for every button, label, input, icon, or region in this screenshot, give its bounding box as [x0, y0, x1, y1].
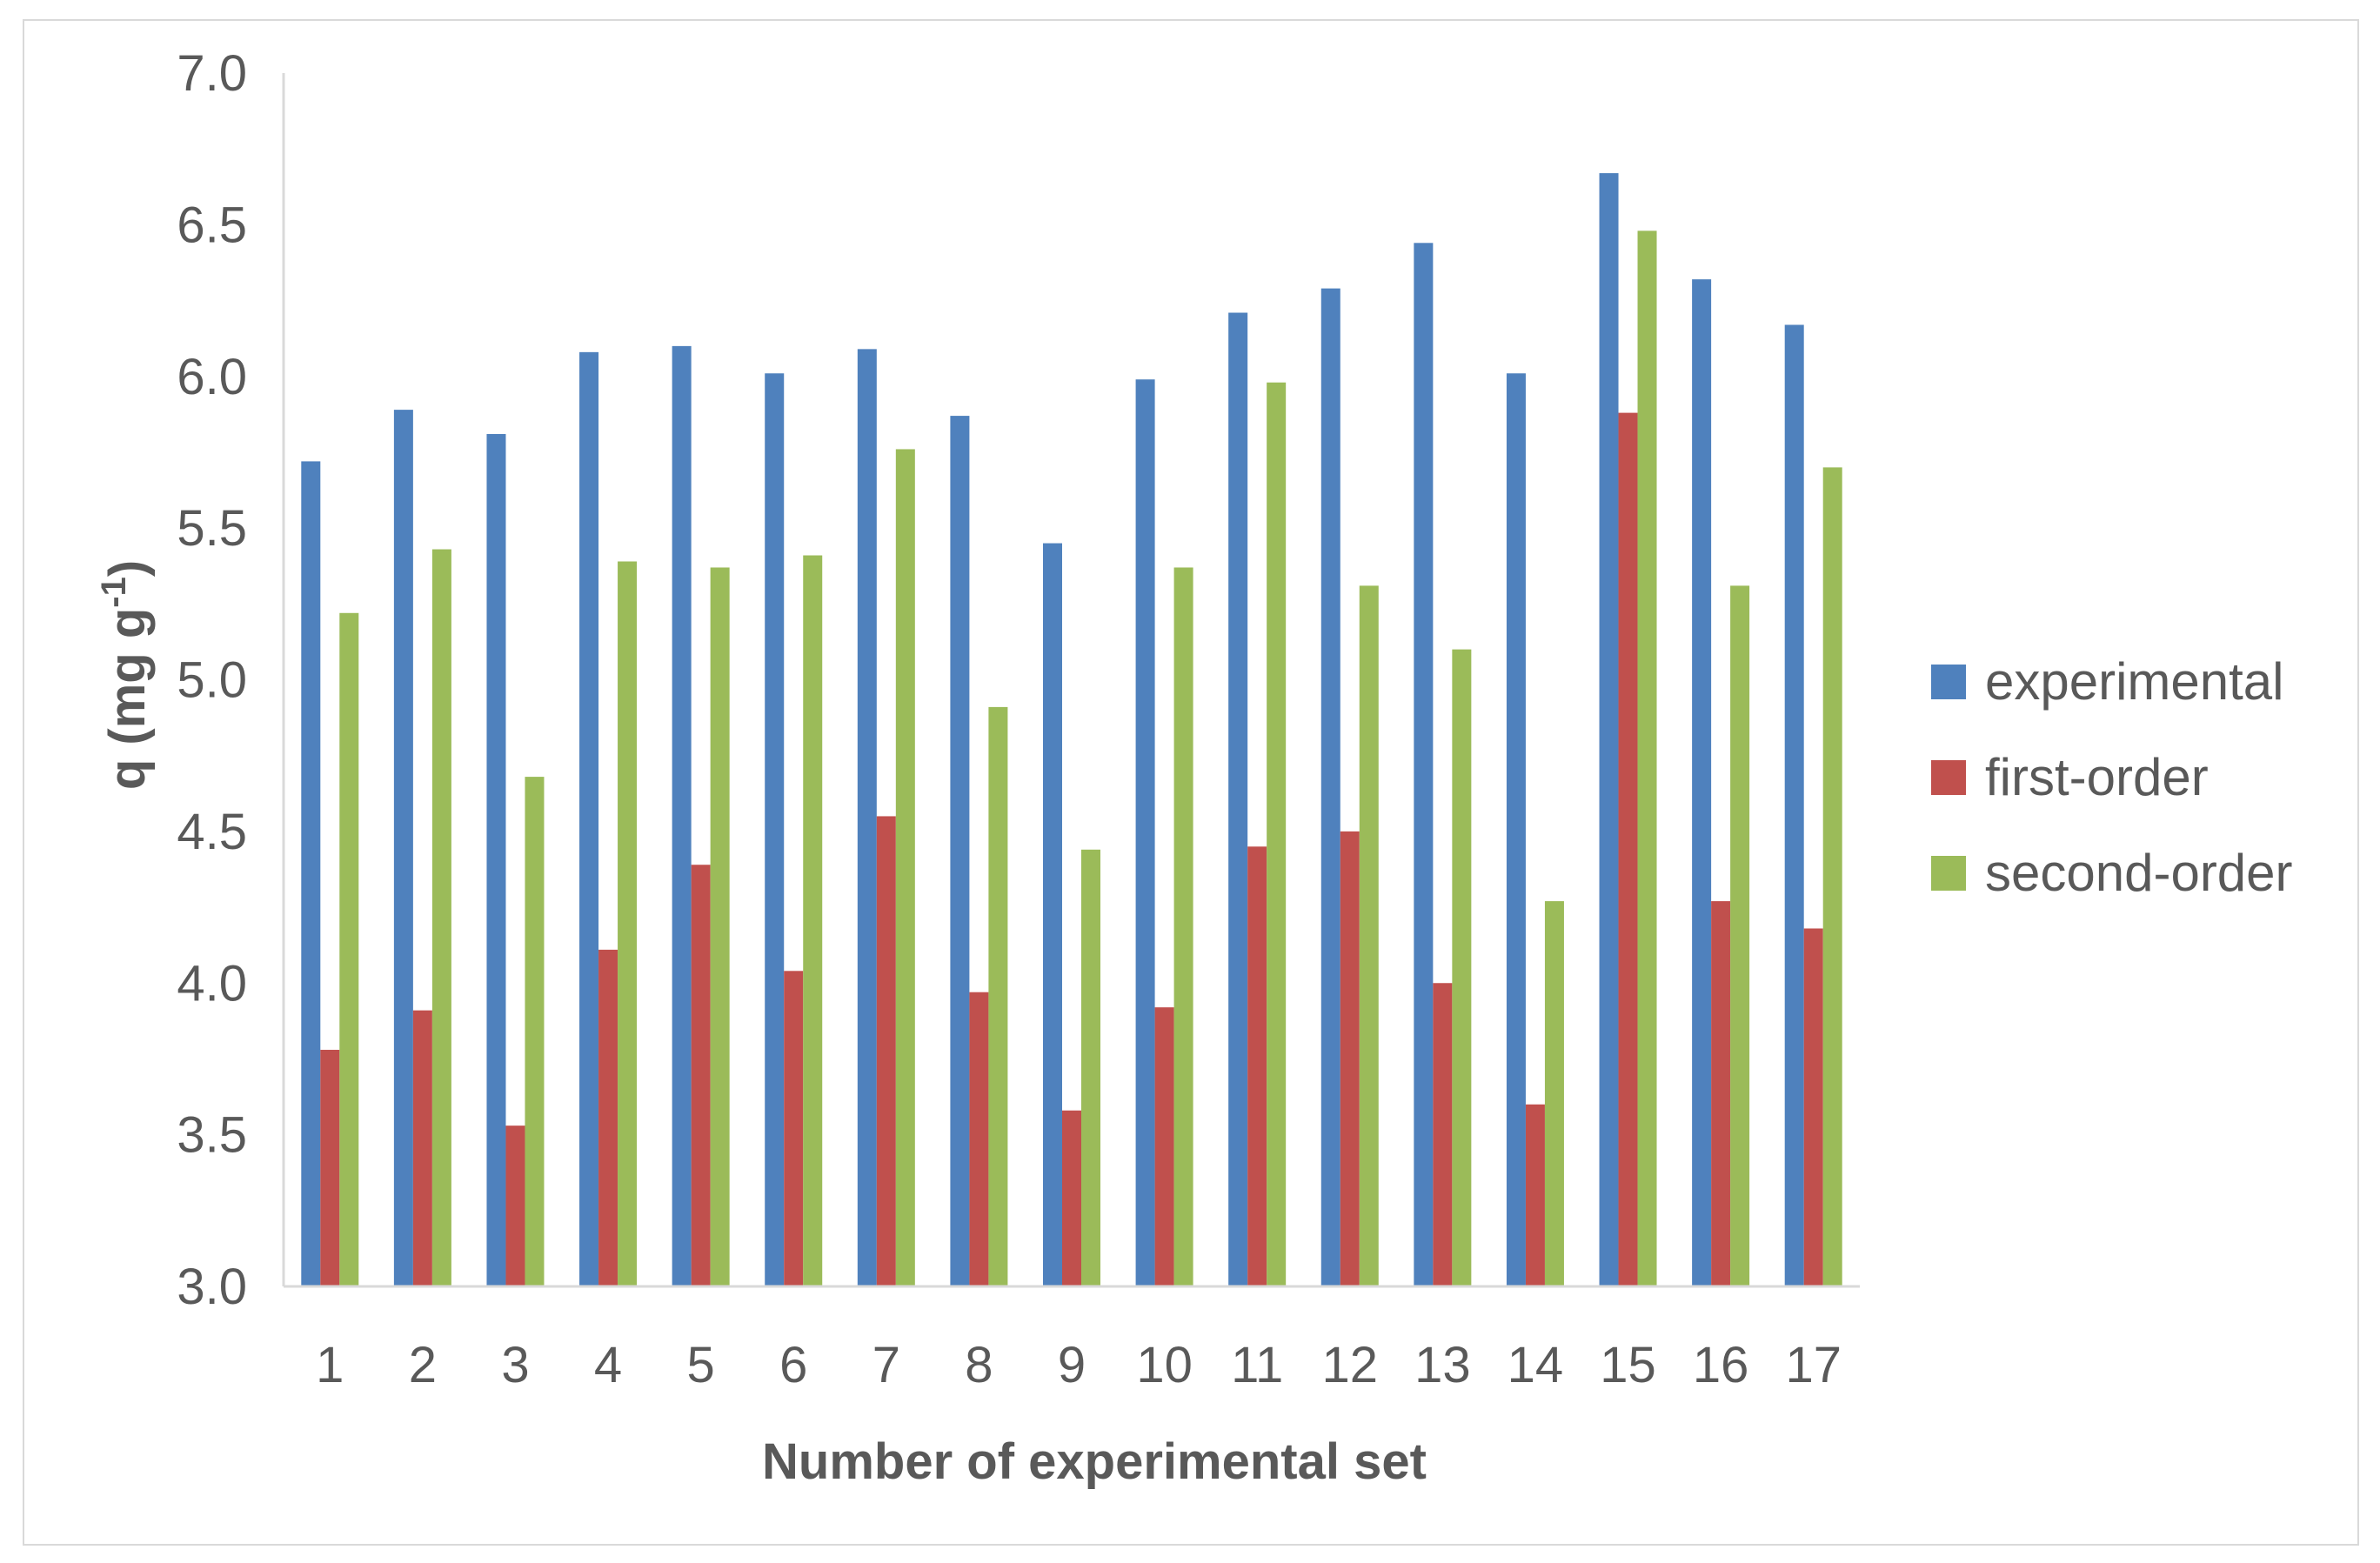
y-axis-title-superscript: -1 [95, 577, 133, 608]
bar-second-order-8 [988, 706, 1008, 1286]
bar-first-order-7 [876, 816, 896, 1286]
bar-first-order-8 [969, 992, 989, 1286]
bar-first-order-5 [691, 865, 711, 1286]
bar-experimental-15 [1599, 173, 1619, 1286]
y-axis-title-main: q (mg g [99, 608, 156, 790]
legend-swatch [1931, 856, 1966, 891]
bar-first-order-6 [784, 971, 804, 1286]
bar-experimental-5 [672, 345, 692, 1286]
y-tick-label: 5.5 [177, 500, 247, 557]
x-tick-label: 4 [594, 1337, 622, 1393]
bars [301, 173, 1842, 1287]
x-tick-label: 3 [501, 1337, 529, 1393]
y-tick-label: 5.0 [177, 652, 247, 709]
bar-second-order-16 [1730, 585, 1750, 1286]
bar-experimental-1 [301, 461, 321, 1286]
bar-second-order-15 [1637, 230, 1657, 1287]
bar-second-order-10 [1173, 567, 1193, 1286]
bar-first-order-9 [1062, 1110, 1081, 1286]
bar-experimental-6 [765, 373, 785, 1287]
x-tick-label: 15 [1600, 1337, 1656, 1393]
chart-frame: 3.0 3.5 4.0 4.5 5.0 5.5 6.0 6.5 7.0 1 2 3 4 5 6 7 8 9 10 1… [23, 19, 2359, 1546]
x-tick-label: 14 [1508, 1337, 1564, 1393]
x-tick-label: 13 [1414, 1337, 1471, 1393]
bar-first-order-17 [1803, 928, 1823, 1286]
bar-experimental-17 [1784, 324, 1804, 1286]
legend-label: experimental [1985, 652, 2284, 711]
bar-first-order-13 [1433, 983, 1453, 1286]
bar-second-order-3 [525, 777, 545, 1286]
bar-experimental-12 [1320, 288, 1340, 1286]
y-axis-title: q (mg g-1) [95, 560, 156, 790]
legend: experimental first-order second-order [1931, 652, 2293, 902]
legend-label: second-order [1985, 844, 2293, 902]
legend-label: first-order [1985, 748, 2209, 806]
x-tick-label: 7 [872, 1337, 900, 1393]
y-axis-title-close: ) [99, 560, 156, 577]
bar-chart: 3.03.54.04.55.05.56.06.57.0 1 2 3 4 5 6 7 8 9 10 1… [95, 45, 2293, 1490]
bar-first-order-11 [1247, 846, 1267, 1286]
x-tick-label: 17 [1785, 1337, 1842, 1393]
bar-first-order-4 [598, 949, 618, 1286]
bar-first-order-14 [1525, 1104, 1545, 1286]
bar-second-order-6 [803, 555, 823, 1286]
x-tick-label: 12 [1322, 1337, 1379, 1393]
bar-first-order-1 [320, 1049, 340, 1286]
x-tick-label: 9 [1058, 1337, 1086, 1393]
y-tick-label: 6.5 [177, 197, 247, 253]
bar-experimental-3 [486, 434, 506, 1286]
bar-second-order-1 [339, 612, 359, 1286]
bar-experimental-11 [1228, 312, 1248, 1287]
x-tick-label: 16 [1693, 1337, 1749, 1393]
y-tick-label: 3.5 [177, 1107, 247, 1164]
bar-second-order-12 [1359, 585, 1379, 1286]
y-tick-label: 7.0 [177, 45, 247, 102]
bar-experimental-14 [1506, 373, 1526, 1287]
x-tick-label: 2 [409, 1337, 437, 1393]
bar-experimental-9 [1043, 543, 1062, 1286]
bar-second-order-11 [1267, 382, 1287, 1287]
legend-item-first-order: first-order [1931, 748, 2209, 806]
x-tick-label: 6 [779, 1337, 807, 1393]
bar-second-order-7 [895, 449, 915, 1286]
x-tick-label: 1 [316, 1337, 344, 1393]
bar-second-order-14 [1544, 901, 1564, 1286]
bar-second-order-17 [1822, 467, 1842, 1286]
bar-experimental-8 [950, 416, 970, 1286]
legend-swatch [1931, 665, 1966, 699]
bar-experimental-4 [579, 351, 599, 1287]
bar-second-order-2 [431, 549, 451, 1286]
bar-first-order-10 [1154, 1007, 1174, 1286]
bar-second-order-4 [618, 561, 638, 1286]
bar-first-order-12 [1340, 831, 1360, 1286]
bar-second-order-13 [1452, 649, 1472, 1286]
bar-experimental-16 [1692, 279, 1712, 1286]
y-tick-label: 3.0 [177, 1259, 247, 1315]
x-tick-label: 5 [687, 1337, 715, 1393]
bar-first-order-2 [412, 1010, 432, 1286]
bar-second-order-9 [1081, 849, 1100, 1286]
x-tick-label: 10 [1136, 1337, 1193, 1393]
y-tick-label: 4.5 [177, 804, 247, 860]
bar-experimental-10 [1135, 379, 1155, 1286]
legend-swatch [1931, 760, 1966, 795]
y-tick-label: 4.0 [177, 955, 247, 1012]
x-tick-label: 8 [965, 1337, 993, 1393]
legend-item-second-order: second-order [1931, 844, 2293, 902]
x-axis-ticks: 1 2 3 4 5 6 7 8 9 10 11 12 13 14 15 16 17 [316, 1337, 1842, 1393]
y-tick-label: 6.0 [177, 349, 247, 405]
x-axis-title: Number of experimental set [762, 1433, 1427, 1490]
x-tick-label: 11 [1231, 1337, 1283, 1393]
bar-first-order-16 [1711, 901, 1731, 1286]
bar-first-order-15 [1618, 412, 1638, 1287]
bar-experimental-13 [1414, 243, 1434, 1286]
bar-first-order-3 [505, 1125, 525, 1286]
bar-experimental-2 [393, 410, 413, 1286]
bar-experimental-7 [857, 349, 877, 1286]
bar-second-order-5 [710, 567, 730, 1286]
legend-item-experimental: experimental [1931, 652, 2284, 711]
y-axis-ticks: 3.0 3.5 4.0 4.5 5.0 5.5 6.0 6.5 7.0 [177, 45, 247, 1315]
